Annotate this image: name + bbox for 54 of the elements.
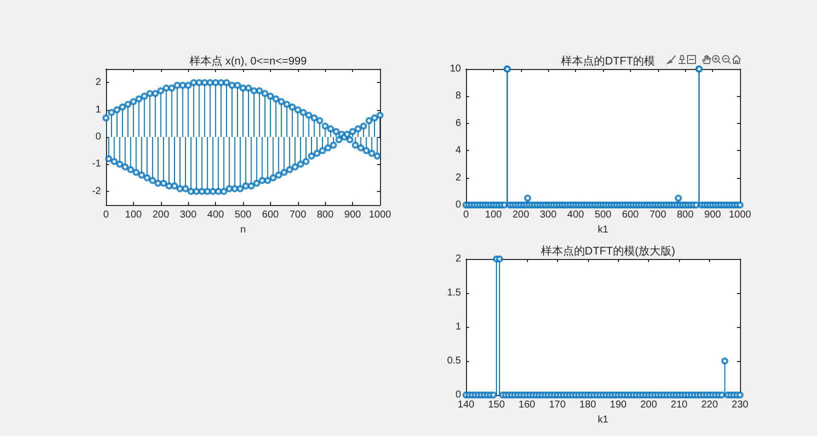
x-tick-label: 150 xyxy=(488,400,506,410)
y-tick-label: 1 xyxy=(455,322,462,332)
x-tick-label: 1000 xyxy=(728,210,752,220)
y-tick-label: 0 xyxy=(455,200,462,210)
y-tick-label: 6 xyxy=(455,118,462,129)
x-tick-label: 200 xyxy=(512,210,530,220)
x-tick-label: 600 xyxy=(262,210,280,220)
x-tick-label: 180 xyxy=(579,400,597,410)
x-tick-label: 900 xyxy=(344,210,362,220)
y-tick-label: 1.5 xyxy=(447,288,462,298)
y-tick-label: 10 xyxy=(450,64,462,74)
x-tick-label: 400 xyxy=(207,210,224,220)
y-tick-label: -1 xyxy=(92,158,102,170)
x-tick-label: 160 xyxy=(518,400,536,410)
x-tick-label: 170 xyxy=(548,400,566,410)
chart-title: 样本点的DTFT的模(放大版) xyxy=(540,244,676,258)
y-tick-label: 2 xyxy=(455,254,462,264)
chart-title: 样本点 x(n), 0<=n<=999 xyxy=(189,54,307,68)
y-tick-label: 2 xyxy=(455,172,462,184)
x-axis-title: k1 xyxy=(598,414,609,426)
y-tick-label: 4 xyxy=(455,145,462,156)
y-tick-label: 8 xyxy=(455,90,462,102)
chart-title: 样本点的DTFT的模 xyxy=(560,54,656,68)
x-tick-label: 200 xyxy=(152,210,170,220)
x-tick-label: 400 xyxy=(567,210,584,220)
x-tick-label: 210 xyxy=(670,400,688,410)
y-tick-label: 1 xyxy=(95,104,102,116)
x-tick-label: 200 xyxy=(640,400,658,410)
x-tick-label: 100 xyxy=(125,210,142,220)
x-tick-label: 100 xyxy=(485,210,502,220)
x-tick-label: 220 xyxy=(701,400,718,410)
x-tick-label: 190 xyxy=(610,400,627,410)
x-tick-label: 230 xyxy=(732,400,749,410)
x-tick-label: 1000 xyxy=(368,210,392,220)
x-tick-label: 800 xyxy=(676,210,694,220)
x-tick-label: 500 xyxy=(234,210,252,220)
x-tick-label: 500 xyxy=(594,210,612,220)
y-tick-label: -2 xyxy=(92,186,102,197)
x-axis-title: k1 xyxy=(598,224,609,236)
x-tick-label: 300 xyxy=(180,210,197,220)
x-tick-label: 700 xyxy=(649,210,667,220)
y-tick-label: 0 xyxy=(455,390,462,400)
y-tick-label: 0 xyxy=(95,132,102,142)
x-tick-label: 140 xyxy=(458,400,475,410)
y-tick-label: 2 xyxy=(95,77,102,88)
x-tick-label: 300 xyxy=(540,210,557,220)
x-tick-label: 0 xyxy=(463,210,470,220)
x-tick-label: 0 xyxy=(103,210,110,220)
x-tick-label: 700 xyxy=(289,210,307,220)
x-axis-title: n xyxy=(240,224,246,236)
x-tick-label: 800 xyxy=(316,210,334,220)
x-tick-label: 600 xyxy=(622,210,640,220)
x-tick-label: 900 xyxy=(704,210,722,220)
y-tick-label: 0.5 xyxy=(447,356,462,366)
